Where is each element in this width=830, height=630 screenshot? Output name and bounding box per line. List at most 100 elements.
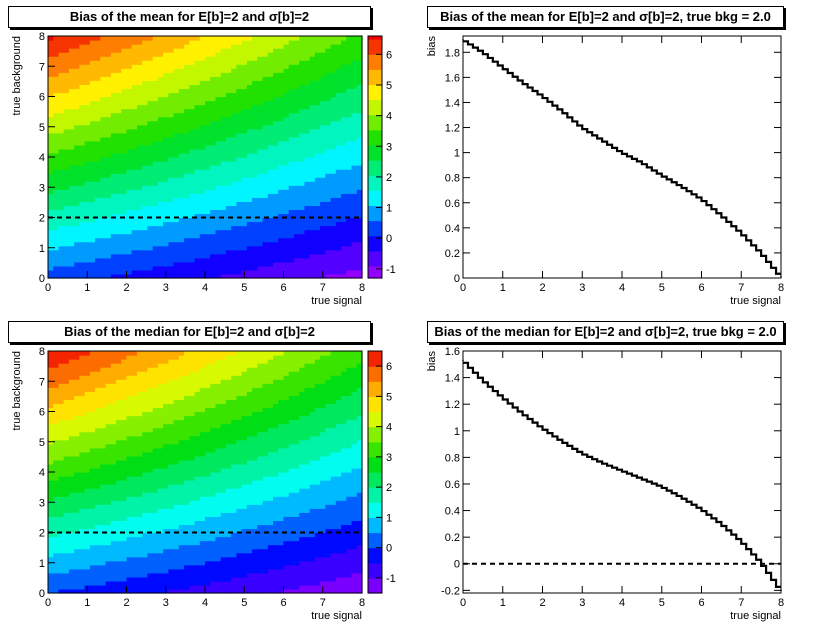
heatmap-cell [110,520,117,526]
heatmap-cell [152,88,159,94]
heatmap-cell [131,387,138,392]
heatmap-cell [262,169,269,174]
heatmap-cell [335,157,342,162]
heatmap-cell [293,44,300,49]
heatmap-cell [241,140,248,146]
heatmap-cell [84,572,91,578]
heatmap-cell [225,193,232,198]
heatmap-cell [74,568,80,574]
heatmap-cell [199,92,206,98]
y-axis-label: true background [11,36,23,116]
heatmap-cell [131,584,138,590]
heatmap-cell [220,72,227,77]
heatmap-cell [131,391,138,396]
heatmap-cell [205,205,211,211]
heatmap-cell [330,104,337,110]
heatmap-cell [283,76,290,81]
heatmap-cell [142,265,149,271]
heatmap-cell [68,92,75,98]
heatmap-cell [199,60,206,65]
heatmap-cell [147,217,154,223]
heatmap-cell [147,556,154,562]
heatmap-cell [325,120,332,126]
heatmap-cell [335,253,342,259]
heatmap-cell [126,576,133,582]
heatmap-cell [309,245,316,251]
heatmap-cell [178,76,185,81]
heatmap-cell [356,245,363,251]
heatmap-cell [325,197,332,202]
heatmap-cell [246,80,253,85]
heatmap-cell [178,257,185,263]
heatmap-cell [74,273,80,279]
heatmap-cell [351,96,358,102]
heatmap-cell [105,560,112,566]
heatmap-cell [131,185,138,190]
heatmap-cell [220,112,227,118]
heatmap-cell [173,205,180,211]
heatmap-cell [152,261,159,267]
heatmap-cell [257,229,264,235]
heatmap-cell [142,415,149,421]
heatmap-cell [105,472,112,477]
heatmap-cell [100,44,107,49]
heatmap-cell [293,148,300,154]
heatmap-cell [346,197,353,202]
heatmap-cell [136,544,143,550]
heatmap-cell [293,36,300,41]
heatmap-cell [325,249,332,255]
heatmap-cell [356,237,363,243]
heatmap-cell [283,157,290,162]
heatmap-cell [63,120,70,126]
heatmap-cell [63,403,70,409]
heatmap-cell [351,205,358,211]
heatmap-cell [100,399,107,405]
heatmap-cell [157,56,164,61]
heatmap-cell [147,60,154,65]
heatmap-cell [74,140,80,146]
heatmap-cell [79,568,86,574]
heatmap-cell [126,560,133,566]
heatmap-cell [48,576,54,582]
heatmap-cell [53,229,60,235]
heatmap-cell [48,112,54,118]
heatmap-cell [189,56,196,61]
heatmap-cell [262,88,269,94]
heatmap-cell [346,269,353,275]
heatmap-cell [131,459,138,465]
heatmap-cell [100,217,107,223]
heatmap-cell [63,548,70,554]
heatmap-cell [267,152,274,158]
heatmap-cell [225,177,232,182]
heatmap-cell [95,197,101,202]
heatmap-cell [136,80,143,85]
heatmap-cell [100,205,107,211]
heatmap-cell [89,472,96,477]
heatmap-cell [136,193,143,198]
heatmap-cell [58,431,65,437]
heatmap-cell [210,128,217,134]
heatmap-cell [283,245,290,251]
heatmap-cell [157,120,164,126]
heatmap-cell [341,185,347,190]
heatmap-cell [147,520,154,526]
heatmap-cell [168,249,175,255]
heatmap-cell [199,64,206,69]
heatmap-cell [74,351,80,356]
colorbar-segment [368,268,382,273]
heatmap-cell [136,36,143,41]
heatmap-cell [142,76,149,81]
heatmap-cell [100,253,107,259]
heatmap-cell [58,415,65,421]
heatmap-cell [74,64,80,69]
heatmap-cell [110,532,117,538]
heatmap-cell [105,152,112,158]
heatmap-cell [63,556,70,562]
heatmap-cell [116,261,122,267]
heatmap-cell [58,108,65,114]
heatmap-cell [121,488,128,493]
heatmap-cell [48,516,54,521]
heatmap-cell [48,197,54,202]
heatmap-cell [100,576,107,582]
heatmap-cell [110,237,117,243]
